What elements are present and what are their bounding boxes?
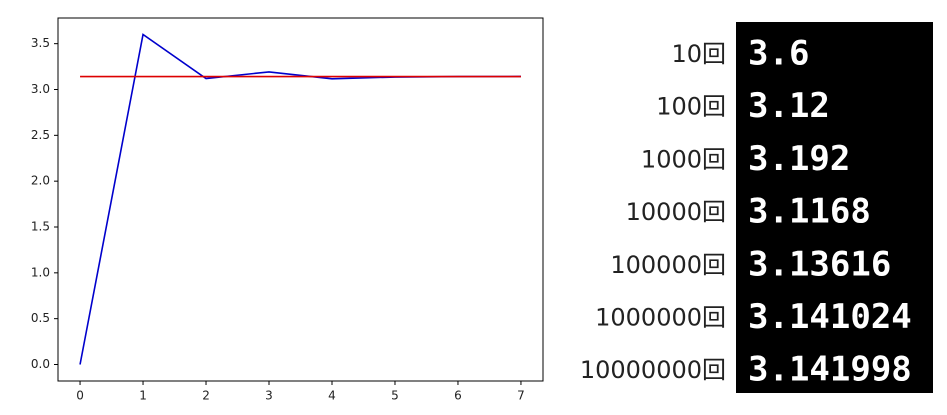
- y-tick-label: 0.0: [31, 357, 50, 371]
- x-tick-label: 6: [454, 389, 462, 403]
- row-value: 3.6: [748, 34, 809, 74]
- x-tick-label: 1: [139, 389, 147, 403]
- row-label: 100000回: [610, 251, 726, 279]
- y-tick-label: 1.5: [31, 220, 50, 234]
- row-value: 3.13616: [748, 244, 891, 284]
- row-value: 3.141024: [748, 297, 912, 337]
- row-value: 3.141998: [748, 350, 912, 390]
- x-tick-label: 5: [391, 389, 399, 403]
- x-tick-label: 7: [517, 389, 525, 403]
- row-label: 100回: [656, 93, 726, 121]
- row-label: 10000回: [626, 198, 726, 226]
- series-line: [79, 33, 521, 365]
- y-tick-label: 3.5: [31, 36, 50, 50]
- y-tick-label: 0.5: [31, 311, 50, 325]
- row-label: 10回: [671, 40, 726, 68]
- x-tick-label: 2: [202, 389, 210, 403]
- y-tick-label: 1.0: [31, 265, 50, 279]
- x-tick-label: 4: [328, 389, 336, 403]
- results-panel: [736, 22, 933, 393]
- row-label: 10000000回: [580, 356, 726, 384]
- x-tick-label: 3: [265, 389, 273, 403]
- x-tick-label: 0: [76, 389, 84, 403]
- y-tick-label: 2.0: [31, 174, 50, 188]
- plot-frame: [57, 17, 544, 382]
- y-tick-label: 3.0: [31, 82, 50, 96]
- y-tick-label: 2.5: [31, 128, 50, 142]
- row-value: 3.192: [748, 139, 850, 179]
- row-label: 1000回: [641, 145, 726, 173]
- row-value: 3.1168: [748, 192, 871, 232]
- row-value: 3.12: [748, 86, 830, 126]
- row-label: 1000000回: [595, 304, 726, 332]
